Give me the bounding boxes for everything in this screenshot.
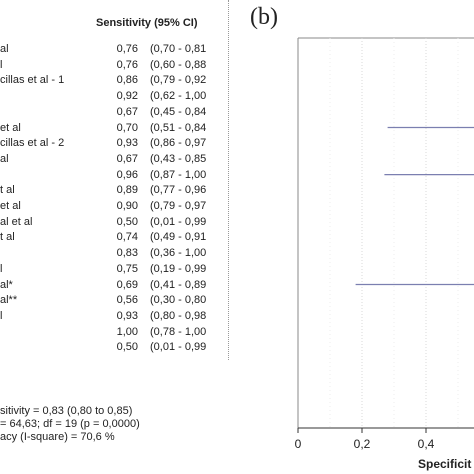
confidence-interval: (0,77 - 0,96 bbox=[150, 184, 207, 197]
study-name: t al bbox=[0, 184, 15, 197]
sensitivity-value: 0,96 bbox=[116, 168, 138, 181]
x-tick-label: 0,4 bbox=[418, 437, 435, 451]
study-name: et al bbox=[0, 121, 21, 134]
study-name: al* bbox=[0, 278, 13, 291]
sensitivity-table: Sensitivity (95% CI) al 0,76 (0,70 - 0,81 l… bbox=[0, 0, 232, 474]
sensitivity-value: 0,76 bbox=[116, 58, 138, 71]
sensitivity-value: 0,50 bbox=[116, 215, 138, 228]
confidence-interval: (0,36 - 1,00 bbox=[150, 247, 207, 260]
summary-line: acy (I-square) = 70,6 % bbox=[0, 431, 115, 443]
sensitivity-value: 0,56 bbox=[116, 294, 138, 307]
study-name: al bbox=[0, 43, 9, 55]
confidence-interval: (0,60 - 0,88 bbox=[150, 58, 207, 71]
study-name: l bbox=[0, 58, 3, 71]
sensitivity-value: 0,69 bbox=[116, 278, 138, 291]
sensitivity-value: 0,89 bbox=[116, 184, 138, 197]
confidence-interval: (0,78 - 1,00 bbox=[150, 325, 207, 338]
confidence-interval: (0,62 - 1,00 bbox=[150, 90, 207, 103]
study-name: cillas et al - 2 bbox=[0, 137, 65, 150]
confidence-interval: (0,86 - 0,97 bbox=[150, 137, 207, 150]
sensitivity-value: 0,74 bbox=[116, 231, 138, 244]
confidence-interval: (0,01 - 0,99 bbox=[150, 341, 207, 354]
x-axis-title: Specificit bbox=[418, 457, 471, 471]
confidence-interval: (0,49 - 0,91 bbox=[150, 231, 207, 244]
x-tick-label: 0 bbox=[295, 437, 302, 451]
confidence-interval: (0,79 - 0,97 bbox=[150, 200, 207, 212]
sensitivity-value: 1,00 bbox=[116, 325, 138, 338]
confidence-interval: (0,41 - 0,89 bbox=[150, 278, 207, 291]
study-name: cillas et al - 1 bbox=[0, 74, 65, 87]
study-name: al** bbox=[0, 294, 18, 307]
study-name: l bbox=[0, 262, 3, 275]
panel-label: (b) bbox=[250, 4, 278, 30]
sensitivity-value: 0,93 bbox=[116, 309, 138, 322]
confidence-interval: (0,19 - 0,99 bbox=[150, 262, 207, 275]
sensitivity-value: 0,93 bbox=[116, 137, 138, 150]
summary-line: = 64,63; df = 19 (p = 0,0000) bbox=[0, 418, 140, 430]
study-name: et al bbox=[0, 200, 21, 212]
sensitivity-value: 0,83 bbox=[116, 247, 138, 260]
confidence-interval: (0,87 - 1,00 bbox=[150, 168, 207, 181]
confidence-interval: (0,01 - 0,99 bbox=[150, 215, 207, 228]
sensitivity-value: 0,90 bbox=[116, 200, 138, 212]
sensitivity-value: 0,50 bbox=[116, 341, 138, 354]
x-tick-label: 0,2 bbox=[354, 437, 371, 451]
study-name: al et al bbox=[0, 215, 33, 228]
confidence-interval: (0,80 - 0,98 bbox=[150, 309, 207, 322]
sensitivity-value: 0,67 bbox=[116, 152, 138, 165]
sensitivity-value: 0,76 bbox=[116, 43, 138, 55]
sensitivity-header: Sensitivity (95% CI) bbox=[96, 17, 198, 29]
sensitivity-value: 0,86 bbox=[116, 74, 138, 87]
sensitivity-value: 0,70 bbox=[116, 121, 138, 134]
sensitivity-value: 0,67 bbox=[116, 105, 138, 118]
confidence-interval: (0,43 - 0,85 bbox=[150, 152, 207, 165]
confidence-interval: (0,79 - 0,92 bbox=[150, 74, 207, 87]
study-name: al bbox=[0, 152, 9, 165]
sensitivity-value: 0,75 bbox=[116, 262, 138, 275]
summary-line: sitivity = 0,83 (0,80 to 0,85) bbox=[0, 405, 133, 417]
study-name: t al bbox=[0, 231, 15, 244]
sensitivity-value: 0,92 bbox=[116, 90, 138, 103]
confidence-interval: (0,45 - 0,84 bbox=[150, 105, 207, 118]
confidence-interval: (0,30 - 0,80 bbox=[150, 294, 207, 307]
confidence-interval: (0,70 - 0,81 bbox=[150, 43, 207, 55]
confidence-interval: (0,51 - 0,84 bbox=[150, 121, 207, 134]
study-name: l bbox=[0, 309, 3, 322]
table-divider bbox=[228, 0, 229, 360]
